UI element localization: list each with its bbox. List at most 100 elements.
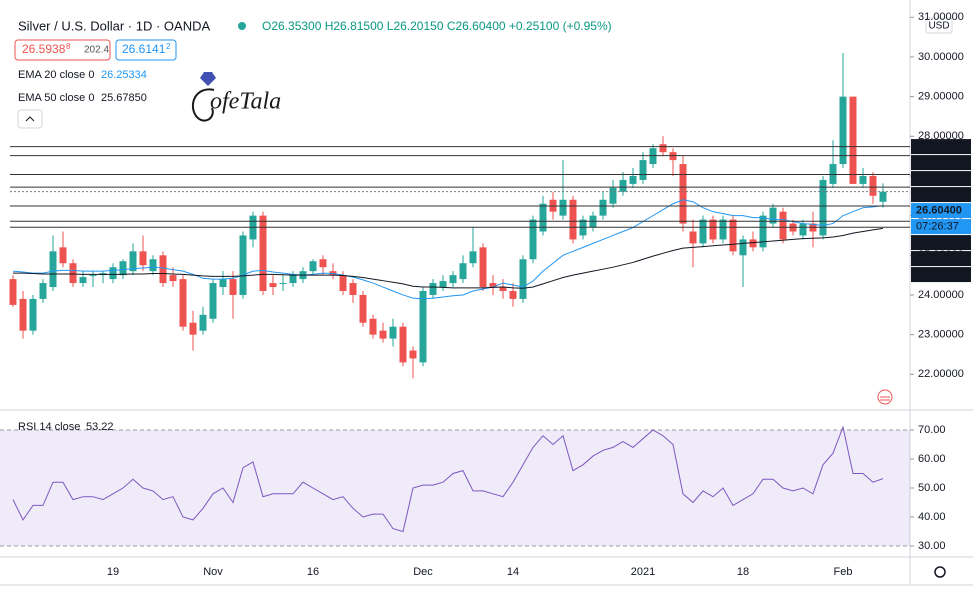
- candle-body: [479, 247, 487, 288]
- ema-line: [12, 199, 884, 300]
- legend-label: EMA 50 close 0: [18, 92, 94, 104]
- price-label-box: [911, 235, 971, 251]
- header: Silver / U.S. Dollar · 1D · OANDA O26.35…: [14, 18, 612, 129]
- candle-body: [139, 251, 147, 266]
- candle-body: [129, 251, 137, 272]
- candle-body: [509, 290, 517, 299]
- countdown-box: [911, 219, 971, 235]
- candle-body: [689, 231, 697, 244]
- candle-body: [869, 175, 877, 196]
- candle-body: [669, 152, 677, 161]
- candle-body: [89, 275, 97, 277]
- candle-body: [399, 326, 407, 363]
- candle-body: [309, 261, 317, 272]
- flag-icon: [877, 389, 893, 405]
- x-tick-label: 14: [507, 566, 519, 578]
- bid: 26.5938: [22, 42, 66, 56]
- candle-body: [9, 279, 17, 305]
- price-label: 26.24353: [916, 236, 962, 248]
- price-label-box: [911, 203, 971, 219]
- price-label-box: [911, 267, 971, 283]
- candle-body: [319, 259, 327, 268]
- y-tick-label: 50.00: [918, 482, 946, 494]
- chart-title: Silver / U.S. Dollar · 1D · OANDA: [18, 18, 210, 33]
- candle-body: [189, 322, 197, 335]
- candle-body: [349, 283, 357, 295]
- candle-body: [499, 287, 507, 291]
- candle-body: [879, 191, 887, 202]
- ask-box[interactable]: [115, 39, 177, 61]
- candle-body: [379, 330, 387, 339]
- price-label: 26.71994: [916, 188, 963, 200]
- rsi-title: RSI 14 close: [18, 421, 80, 433]
- candle-body: [209, 283, 217, 319]
- candle-body: [599, 199, 607, 216]
- candle-body: [229, 279, 237, 295]
- candle-body: [529, 219, 537, 260]
- diamond-icon: [200, 72, 216, 86]
- logo-swirl: [191, 88, 215, 122]
- candle-body: [799, 223, 807, 236]
- candle-body: [19, 298, 27, 331]
- candle-body: [629, 175, 637, 184]
- x-tick-label: 18: [737, 566, 749, 578]
- candle-body: [679, 164, 687, 224]
- ask-small: 2: [166, 42, 171, 51]
- bid-box[interactable]: [14, 39, 111, 61]
- candle-body: [389, 326, 397, 339]
- gear[interactable]: [934, 566, 946, 578]
- candle-body: [269, 283, 277, 288]
- collapse-button[interactable]: [17, 109, 43, 129]
- candle-body: [289, 275, 297, 284]
- candle-body: [729, 219, 737, 252]
- candle-body: [839, 96, 847, 165]
- status-dot: [238, 22, 246, 30]
- candle-body: [779, 211, 787, 240]
- candle-body: [749, 239, 757, 248]
- rsi-value: 53.22: [86, 421, 114, 433]
- x-tick-label: Nov: [203, 566, 223, 578]
- candle-body: [819, 179, 827, 236]
- candle-body: [769, 207, 777, 224]
- legend-value: 25.67850: [101, 92, 147, 104]
- price-label-box: [911, 171, 971, 187]
- countdown: 07:26:37: [916, 220, 959, 232]
- candle-body: [429, 283, 437, 295]
- candle-body: [49, 251, 57, 288]
- candle-body: [439, 281, 447, 288]
- flag-stripes: [880, 396, 890, 401]
- legend-label: EMA 20 close 0: [18, 69, 94, 81]
- candle-body: [359, 294, 367, 323]
- candle-body: [519, 259, 527, 299]
- y-tick-label: 29.00000: [918, 91, 964, 103]
- bid-small: 8: [66, 42, 71, 51]
- candle-body: [219, 279, 227, 288]
- candle-body: [849, 96, 857, 184]
- ema-line: [13, 227, 884, 289]
- settings-icon[interactable]: [934, 566, 946, 578]
- x-tick-label: Dec: [413, 566, 433, 578]
- y-tick-label: 23.00000: [918, 329, 964, 341]
- x-tick-label: 19: [107, 566, 119, 578]
- y-tick-label: 30.00000: [918, 51, 964, 63]
- candle-body: [419, 290, 427, 363]
- legend-value: 26.25334: [101, 69, 147, 81]
- candle-body: [119, 261, 127, 276]
- y-tick-label: 24.00000: [918, 289, 964, 301]
- candle-body: [569, 199, 577, 240]
- collapse-icon: [25, 116, 35, 122]
- candle-body: [759, 215, 767, 248]
- candle-body: [469, 251, 477, 264]
- spread: 202.4: [84, 45, 109, 56]
- rsi-line: [12, 425, 884, 533]
- price-label-box: [911, 187, 971, 203]
- candle-body: [339, 275, 347, 291]
- y-tick-label: 30.00: [918, 540, 946, 552]
- candle-body: [619, 179, 627, 192]
- candle-body: [639, 160, 647, 180]
- ohlc-header: O26.35300 H26.81500 L26.20150 C26.60400 …: [262, 19, 612, 33]
- candle-body: [649, 148, 657, 165]
- candle-body: [659, 144, 667, 153]
- price-label-box: [911, 155, 971, 171]
